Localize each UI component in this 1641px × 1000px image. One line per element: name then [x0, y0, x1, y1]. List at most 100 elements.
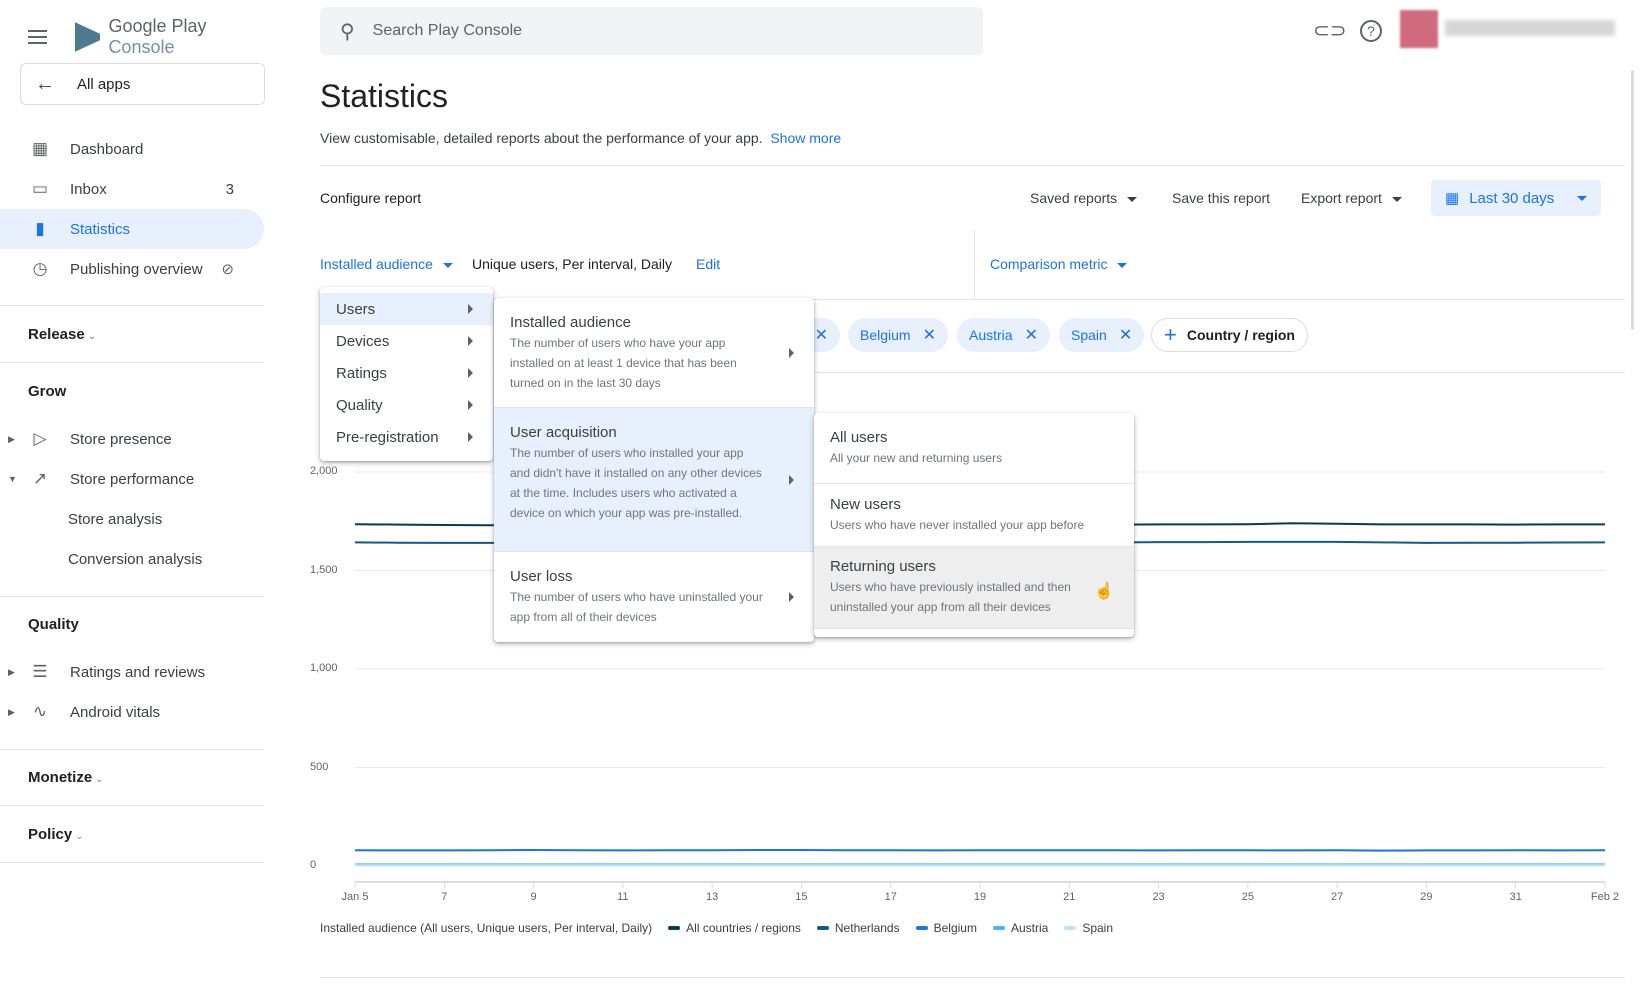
collapse-arrow-icon[interactable]: ▼ — [8, 474, 17, 484]
menu-item-installed-audience[interactable]: Installed audience The number of users wh… — [494, 298, 814, 408]
menu-item-ratings[interactable]: Ratings — [320, 357, 493, 389]
legend-label[interactable]: Austria — [1010, 921, 1049, 935]
submenu-arrow-icon — [789, 592, 794, 602]
expand-arrow-icon[interactable]: ▶ — [8, 666, 15, 677]
legend-label[interactable]: Spain — [1082, 921, 1114, 935]
sidebar-item-store-presence[interactable]: ▶ ▷ Store presence — [0, 419, 264, 459]
sidebar: Google Play Console ← All apps ▦ Dashboard… — [0, 0, 265, 1000]
section-monetize[interactable]: Monetize ⌄ — [28, 769, 104, 786]
legend-swatch — [668, 926, 681, 930]
sidebar-item-statistics[interactable]: ▮ Statistics — [0, 209, 264, 249]
sidebar-item-publishing-overview[interactable]: ◷ Publishing overview ⊘ — [0, 249, 264, 289]
remove-chip-icon[interactable]: ✕ — [1118, 327, 1133, 344]
legend-label[interactable]: Belgium — [933, 921, 977, 935]
show-more-link[interactable]: Show more — [770, 130, 842, 146]
edit-metric-link[interactable]: Edit — [696, 256, 721, 272]
x-tick-label: 9 — [530, 891, 537, 903]
label: Publishing overview — [70, 260, 203, 278]
link-icon[interactable]: ⊂⊃ — [1313, 20, 1347, 42]
plus-icon: + — [1164, 322, 1177, 347]
label: Inbox — [70, 180, 107, 198]
x-tick-label: 29 — [1420, 891, 1433, 903]
divider — [0, 805, 264, 806]
sidebar-item-android-vitals[interactable]: ▶ ∿ Android vitals — [0, 692, 264, 732]
date-range-picker[interactable]: ▦ Last 30 days — [1431, 180, 1601, 216]
legend-swatch — [816, 926, 829, 930]
account-name-redacted[interactable] — [1445, 20, 1615, 36]
x-tick-label: Jan 5 — [341, 891, 369, 903]
menu-item-quality[interactable]: Quality — [320, 389, 493, 421]
menu-item-new-users[interactable]: New users Users who have never installed … — [814, 484, 1134, 547]
sidebar-item-store-analysis[interactable]: Store analysis — [0, 499, 264, 539]
x-tick-label: 11 — [617, 891, 629, 903]
divider — [320, 299, 1625, 300]
menu-item-user-acquisition[interactable]: User acquisition The number of users who … — [494, 408, 814, 552]
x-tick-label: 21 — [1063, 891, 1076, 903]
filter-chip-austria[interactable]: Austria ✕ — [957, 318, 1050, 352]
remove-chip-icon[interactable]: ✕ — [1024, 327, 1038, 344]
inbox-count-badge: 3 — [225, 180, 234, 198]
divider — [0, 862, 264, 863]
legend-swatch — [1064, 926, 1077, 930]
divider — [974, 230, 975, 300]
label: Statistics — [70, 220, 131, 238]
publishing-schedule-icon: ◷ — [32, 259, 48, 278]
x-tick-label: Feb 2 — [1590, 891, 1620, 903]
chevron-down-icon: ⌄ — [95, 774, 104, 785]
expand-arrow-icon[interactable]: ▶ — [8, 433, 15, 444]
divider — [0, 362, 264, 363]
filter-chip-spain[interactable]: Spain ✕ — [1059, 318, 1145, 352]
dropdown-arrow-icon — [1577, 195, 1587, 201]
page-title: Statistics — [320, 78, 449, 114]
legend-label[interactable]: Netherlands — [834, 921, 900, 935]
arrow-back-icon: ← — [35, 72, 55, 95]
scrollbar[interactable] — [1631, 70, 1634, 330]
saved-reports-dropdown[interactable]: Saved reports — [1030, 190, 1138, 206]
menu-item-devices[interactable]: Devices — [320, 325, 493, 357]
sidebar-item-ratings-and-reviews[interactable]: ▶ ☰ Ratings and reviews — [0, 652, 264, 692]
section-policy[interactable]: Policy ⌄ — [28, 826, 84, 843]
dropdown-arrow-icon — [442, 262, 453, 268]
save-report-button[interactable]: Save this report — [1172, 190, 1271, 206]
metric-dropdown[interactable]: Installed audience — [320, 256, 453, 272]
sidebar-item-conversion-analysis[interactable]: Conversion analysis — [0, 539, 264, 579]
label: Dashboard — [70, 140, 144, 158]
menu-item-pre-registration[interactable]: Pre-registration — [320, 421, 493, 453]
all-apps-label: All apps — [77, 75, 131, 93]
remove-chip-icon[interactable]: ✕ — [922, 327, 936, 344]
sidebar-item-store-performance[interactable]: ▼ ↗ Store performance — [0, 459, 264, 499]
x-tick-label: 27 — [1331, 891, 1344, 903]
add-country-region-chip[interactable]: + Country / region — [1151, 318, 1308, 352]
sidebar-item-inbox[interactable]: ▭ Inbox 3 — [0, 169, 264, 209]
export-report-dropdown[interactable]: Export report — [1301, 190, 1402, 206]
search-placeholder: Search Play Console — [372, 22, 523, 39]
comparison-metric-dropdown[interactable]: Comparison metric — [990, 256, 1128, 272]
submenu-arrow-icon — [468, 368, 473, 378]
x-tick-label: 31 — [1509, 891, 1522, 903]
legend-label[interactable]: All countries / regions — [686, 921, 801, 935]
all-apps-button[interactable]: ← All apps — [20, 63, 265, 105]
filter-chip-belgium[interactable]: Belgium ✕ — [848, 318, 948, 352]
menu-item-user-loss[interactable]: User loss The number of users who have un… — [494, 552, 814, 642]
section-release[interactable]: Release ⌄ — [28, 326, 97, 343]
x-tick-label: 13 — [706, 891, 719, 903]
submenu-arrow-icon — [468, 400, 473, 410]
menu-item-all-users[interactable]: All users All your new and returning user… — [814, 413, 1134, 484]
search-bar[interactable]: ⚲ Search Play Console — [320, 7, 983, 55]
trending-up-icon: ↗ — [32, 469, 48, 488]
menu-icon[interactable] — [28, 30, 47, 44]
x-tick-label: 15 — [795, 891, 808, 903]
expand-arrow-icon[interactable]: ▶ — [8, 706, 15, 717]
sidebar-item-dashboard[interactable]: ▦ Dashboard — [0, 129, 264, 169]
help-icon[interactable]: ? — [1360, 20, 1382, 42]
menu-item-users[interactable]: Users — [320, 293, 493, 325]
remove-chip-icon[interactable]: ✕ — [814, 327, 828, 344]
logo-text[interactable]: Google Play Console — [108, 16, 207, 57]
menu-item-returning-users[interactable]: Returning users Users who have previously… — [814, 547, 1134, 629]
account-avatar[interactable] — [1400, 10, 1438, 48]
y-tick-label: 500 — [310, 760, 329, 773]
section-quality: Quality — [28, 616, 79, 633]
submenu-arrow-icon — [468, 432, 473, 442]
users-metric-menu: Installed audience The number of users wh… — [494, 298, 814, 642]
submenu-arrow-icon — [468, 304, 473, 314]
